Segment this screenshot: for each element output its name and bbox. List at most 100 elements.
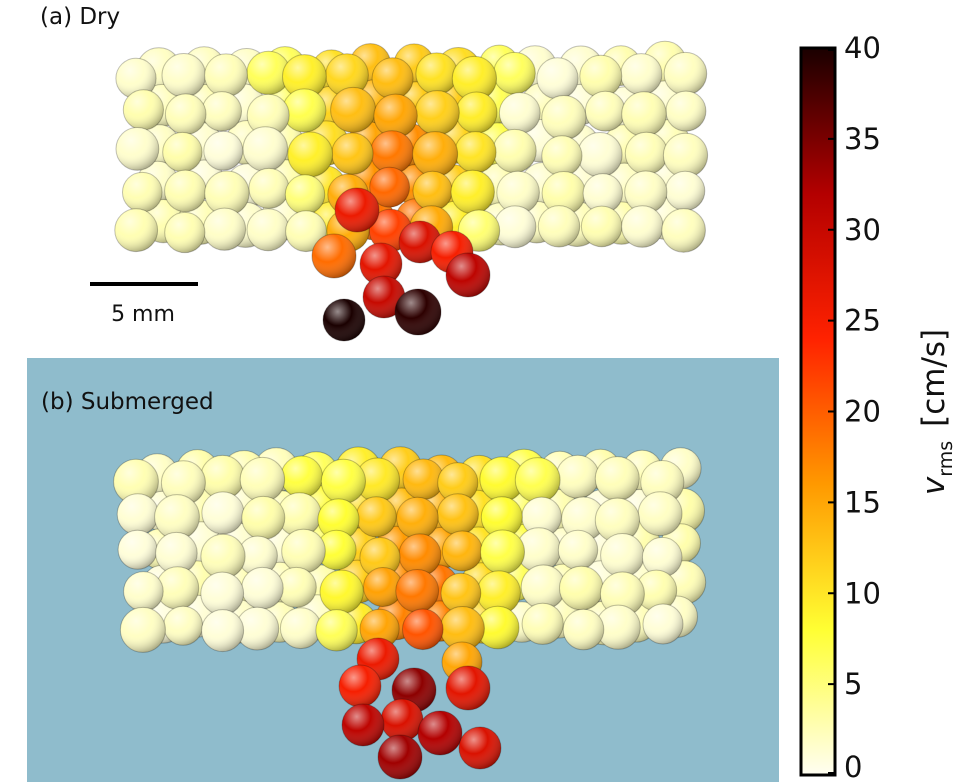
particle-shading bbox=[418, 711, 462, 755]
particle-shading bbox=[661, 208, 706, 253]
particle-shading bbox=[563, 609, 604, 650]
particle-shading bbox=[370, 130, 414, 174]
particle-shading bbox=[200, 534, 246, 579]
colorbar-tick-label: 5 bbox=[844, 667, 862, 701]
particle-shading bbox=[620, 53, 662, 95]
particle-shading bbox=[203, 208, 246, 251]
particle-shading bbox=[624, 171, 667, 214]
colorbar-ticks: 0 5 10 15 20 25 30 35 40 bbox=[828, 31, 881, 782]
particle-shading bbox=[163, 606, 203, 646]
particle-shading bbox=[117, 493, 159, 535]
particle-shading bbox=[643, 604, 683, 644]
particle-shading bbox=[247, 208, 289, 251]
particle-shading bbox=[122, 172, 163, 212]
particle-shading bbox=[320, 570, 364, 614]
particle-shading bbox=[402, 609, 444, 650]
particle-shading bbox=[398, 533, 441, 576]
particle-shading bbox=[200, 572, 244, 615]
particle-shading bbox=[640, 460, 684, 504]
colorbar-tick-label: 40 bbox=[844, 31, 881, 65]
particle-shading bbox=[414, 90, 460, 135]
particle-shading bbox=[665, 91, 706, 132]
particle-shading bbox=[241, 496, 285, 540]
particle-shading bbox=[558, 530, 598, 570]
particle-shading bbox=[246, 51, 291, 95]
particle-shading bbox=[556, 455, 600, 499]
particle-shading bbox=[323, 299, 365, 341]
particle-shading bbox=[118, 530, 158, 570]
particle-shading bbox=[515, 457, 561, 503]
particle-shading bbox=[277, 492, 322, 537]
particle-shading bbox=[378, 735, 422, 779]
particle-shading bbox=[477, 570, 521, 615]
particle-shading bbox=[363, 567, 403, 607]
particle-shading bbox=[201, 491, 244, 534]
particle-shading bbox=[476, 606, 519, 649]
particle-shading bbox=[579, 55, 622, 98]
particle-shading bbox=[441, 573, 481, 613]
particle-shading bbox=[665, 171, 705, 211]
particle-shading bbox=[522, 603, 564, 645]
colorbar-tick-label: 25 bbox=[844, 304, 881, 338]
particle-shading bbox=[335, 188, 379, 232]
colorbar-tick-label: 30 bbox=[844, 213, 881, 247]
particle-shading bbox=[123, 89, 164, 130]
particle-shading bbox=[456, 92, 497, 133]
particle-shading bbox=[596, 605, 641, 650]
particle-shading bbox=[276, 567, 317, 608]
particle-shading bbox=[161, 460, 206, 505]
particle-shading bbox=[355, 458, 400, 502]
particle-shading bbox=[241, 567, 284, 609]
particle-pile-submerged bbox=[113, 446, 707, 780]
particle-shading bbox=[600, 572, 645, 616]
particle-shading bbox=[412, 131, 458, 177]
particle-shading bbox=[600, 533, 644, 577]
particle-shading bbox=[480, 530, 525, 574]
particle-shading bbox=[496, 171, 540, 214]
particle-shading bbox=[595, 456, 640, 501]
particle-shading bbox=[330, 87, 376, 133]
particle-shading bbox=[162, 132, 203, 172]
particle-shading bbox=[415, 52, 458, 95]
particle-shading bbox=[577, 132, 623, 177]
particle-shading bbox=[356, 496, 397, 537]
particle-shading bbox=[663, 133, 708, 178]
particle-shading bbox=[154, 494, 200, 540]
particle-shading bbox=[114, 208, 158, 252]
particle-shading bbox=[360, 609, 400, 649]
particle-shading bbox=[581, 206, 622, 247]
particle-shading bbox=[595, 498, 640, 543]
particle-pile-dry bbox=[114, 40, 709, 342]
particle-shading bbox=[369, 167, 410, 208]
particle-shading bbox=[452, 56, 497, 101]
particle-shading bbox=[201, 609, 244, 652]
particle-shading bbox=[538, 205, 580, 247]
particle-shading bbox=[492, 129, 537, 173]
particle-shading bbox=[395, 289, 441, 335]
particle-shading bbox=[437, 462, 478, 503]
particle-shading bbox=[285, 210, 327, 252]
particle-shading bbox=[664, 52, 707, 95]
particle-shading bbox=[113, 459, 159, 505]
particle-shading bbox=[165, 93, 206, 135]
colorbar-tick-label: 10 bbox=[844, 576, 881, 610]
particle-shading bbox=[621, 91, 667, 137]
particle-shading bbox=[395, 569, 439, 613]
particle-shading bbox=[454, 131, 497, 173]
particle-shading bbox=[381, 699, 423, 741]
particle-shading bbox=[413, 171, 453, 211]
particle-shading bbox=[561, 497, 606, 541]
particle-shading bbox=[312, 234, 356, 278]
particle-shading bbox=[403, 459, 444, 500]
particle-shading bbox=[317, 498, 360, 541]
particle-shading bbox=[585, 91, 626, 132]
particle-shading bbox=[481, 496, 523, 538]
particle-shading bbox=[164, 170, 207, 212]
particle-shading bbox=[235, 607, 279, 650]
particle-shading bbox=[583, 173, 623, 213]
particle-shading bbox=[437, 493, 479, 535]
particle-shading bbox=[642, 537, 682, 577]
colorbar-tick-label: 15 bbox=[844, 485, 881, 519]
particle-shading bbox=[638, 491, 682, 536]
